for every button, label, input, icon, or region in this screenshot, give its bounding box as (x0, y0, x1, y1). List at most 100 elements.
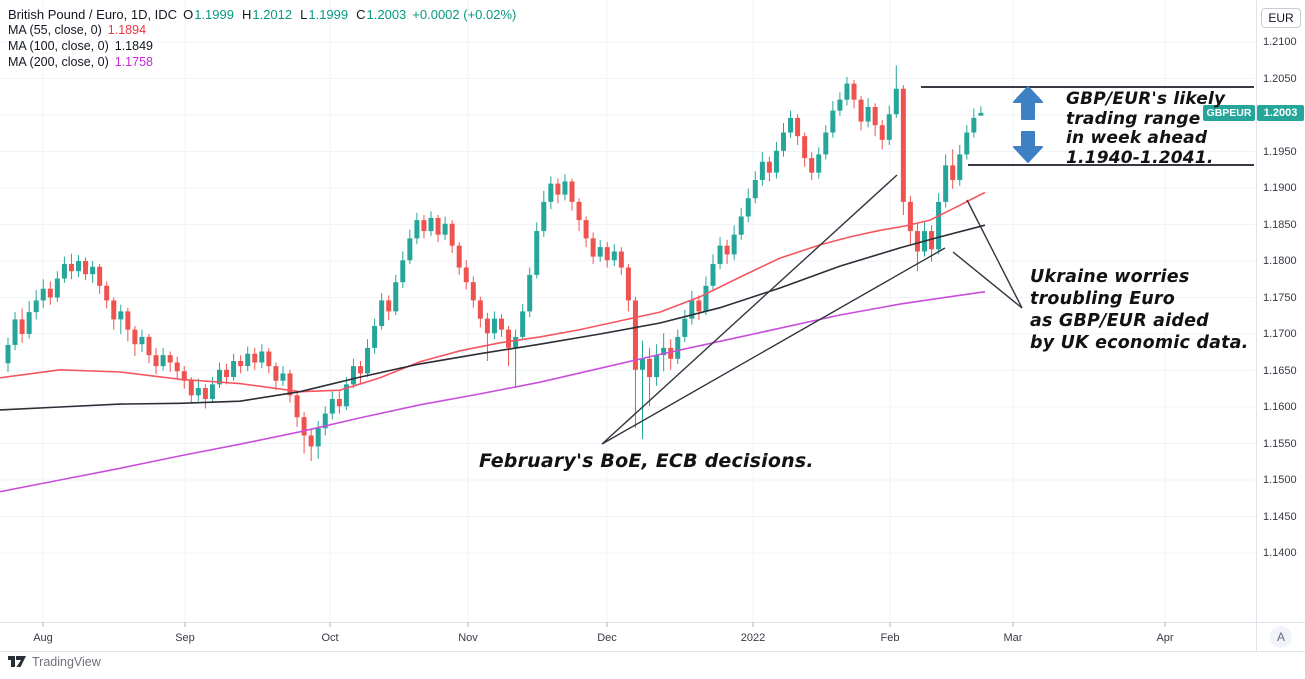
candle-body (379, 300, 385, 326)
price-tick-label: 1.1850 (1263, 218, 1297, 231)
candle-body (40, 288, 46, 301)
price-tick-label: 1.2100 (1263, 36, 1297, 48)
candle-body (26, 312, 32, 334)
candle-body (710, 263, 716, 286)
candle-body (900, 88, 906, 202)
down-arrow-icon (1013, 131, 1043, 163)
annotation-pointer-line (601, 174, 898, 445)
candle-body (231, 361, 237, 378)
candle-body (54, 278, 60, 298)
candle-body (689, 300, 695, 319)
candle-body (661, 347, 667, 356)
candle-body (943, 165, 949, 202)
candle-body (914, 231, 920, 252)
candle-body (604, 247, 610, 261)
range-note-line: 1.1940-1.2041. (1066, 147, 1214, 168)
candle-body (456, 245, 462, 268)
candle-body (618, 251, 624, 268)
candle-body (844, 83, 850, 100)
candle-body (301, 417, 307, 436)
ma-legend-row[interactable]: MA (200, close, 0) 1.1758 (8, 54, 516, 70)
time-tick-label: 2022 (740, 632, 766, 644)
candle-body (329, 398, 335, 414)
price-tick-label: 1.1800 (1263, 255, 1297, 267)
ma-label: MA (55, close, 0) (8, 23, 102, 37)
candle-body (703, 285, 709, 312)
ohlc-value: 1.1999 (194, 6, 234, 22)
candle-body (181, 371, 187, 381)
candle-body (118, 311, 124, 320)
tradingview-watermark-text: TradingView (32, 655, 101, 669)
candle-body (865, 106, 871, 122)
price-tick-label: 1.1700 (1263, 328, 1297, 340)
ma-line-55 (0, 191, 986, 393)
candle-body (731, 234, 737, 255)
candle-body (104, 285, 110, 301)
ohlc-pair: C 1.2003 (356, 7, 406, 22)
candle-body (766, 161, 772, 173)
candle-body (435, 217, 441, 235)
time-tick-label: Apr (1156, 632, 1174, 644)
candle-body (47, 288, 53, 298)
time-tick-label: Oct (321, 632, 339, 644)
ma-value: 1.1894 (107, 23, 147, 37)
annotation-pointer-line (952, 251, 1023, 309)
ma-legend-row[interactable]: MA (55, close, 0) 1.1894 (8, 22, 516, 38)
candle-body (5, 344, 11, 364)
candle-body (816, 154, 822, 173)
candle-body (830, 110, 836, 133)
candle-body (421, 220, 427, 232)
currency-eur-badge[interactable]: EUR (1261, 8, 1301, 28)
range-note-line: trading range (1066, 108, 1201, 129)
candle-body (209, 384, 215, 399)
range-note: GBP/EUR's likely trading range in week a… (1066, 89, 1226, 168)
candle-body (343, 384, 349, 407)
price-tick-label: 1.1600 (1263, 401, 1297, 413)
candle-body (167, 355, 173, 363)
candle-body (174, 362, 180, 372)
time-tick-label: Nov (458, 632, 478, 644)
ohlc-letter: C (356, 6, 366, 22)
candle-body (365, 347, 371, 374)
ohlc-value: 1.2012 (252, 6, 293, 22)
candle-body (668, 347, 674, 359)
ohlc-value: 1.2003 (366, 6, 407, 22)
candle-body (61, 263, 67, 279)
candle-body (195, 388, 201, 396)
symbol-price-tag: GBPEUR (1203, 104, 1255, 121)
candle-body (449, 223, 455, 246)
ohlc-letter: H (241, 6, 252, 22)
candle-body (224, 369, 230, 378)
candle-body (520, 311, 526, 337)
candle-body (971, 117, 977, 133)
candle-body (647, 358, 653, 378)
symbol-title[interactable]: British Pound / Euro, 1D, IDC (8, 6, 178, 22)
candle-body (590, 238, 596, 257)
candle-body (548, 183, 554, 202)
up-arrow-icon (1013, 86, 1043, 120)
candle-body (153, 355, 159, 367)
auto-scale-button[interactable]: A (1270, 626, 1292, 648)
candle-body (139, 336, 145, 345)
price-tick-label: 1.1650 (1263, 364, 1297, 377)
range-note-line: GBP/EUR's likely (1066, 89, 1226, 109)
tradingview-watermark: TradingView (8, 655, 101, 669)
ma-legend-row[interactable]: MA (100, close, 0) 1.1849 (8, 38, 516, 54)
candle-body (837, 99, 843, 111)
candle-body (724, 245, 730, 255)
candle-body (781, 132, 786, 151)
price-tick-label: 1.1500 (1263, 474, 1297, 486)
candle-body (576, 201, 582, 221)
candle-body (97, 266, 103, 286)
ohlc-pair: H 1.2012 (242, 7, 292, 22)
ukraine-note: Ukraine worries troubling Euro as GBP/EU… (1030, 266, 1249, 354)
ukraine-note-line: Ukraine worries (1030, 267, 1190, 287)
range-note-line: in week ahead (1066, 128, 1208, 148)
candle-body (851, 83, 857, 100)
candle-body (929, 231, 935, 250)
candle-body (188, 380, 194, 396)
candle-body (879, 125, 885, 140)
candle-body (202, 388, 208, 399)
candle-body (759, 161, 765, 180)
